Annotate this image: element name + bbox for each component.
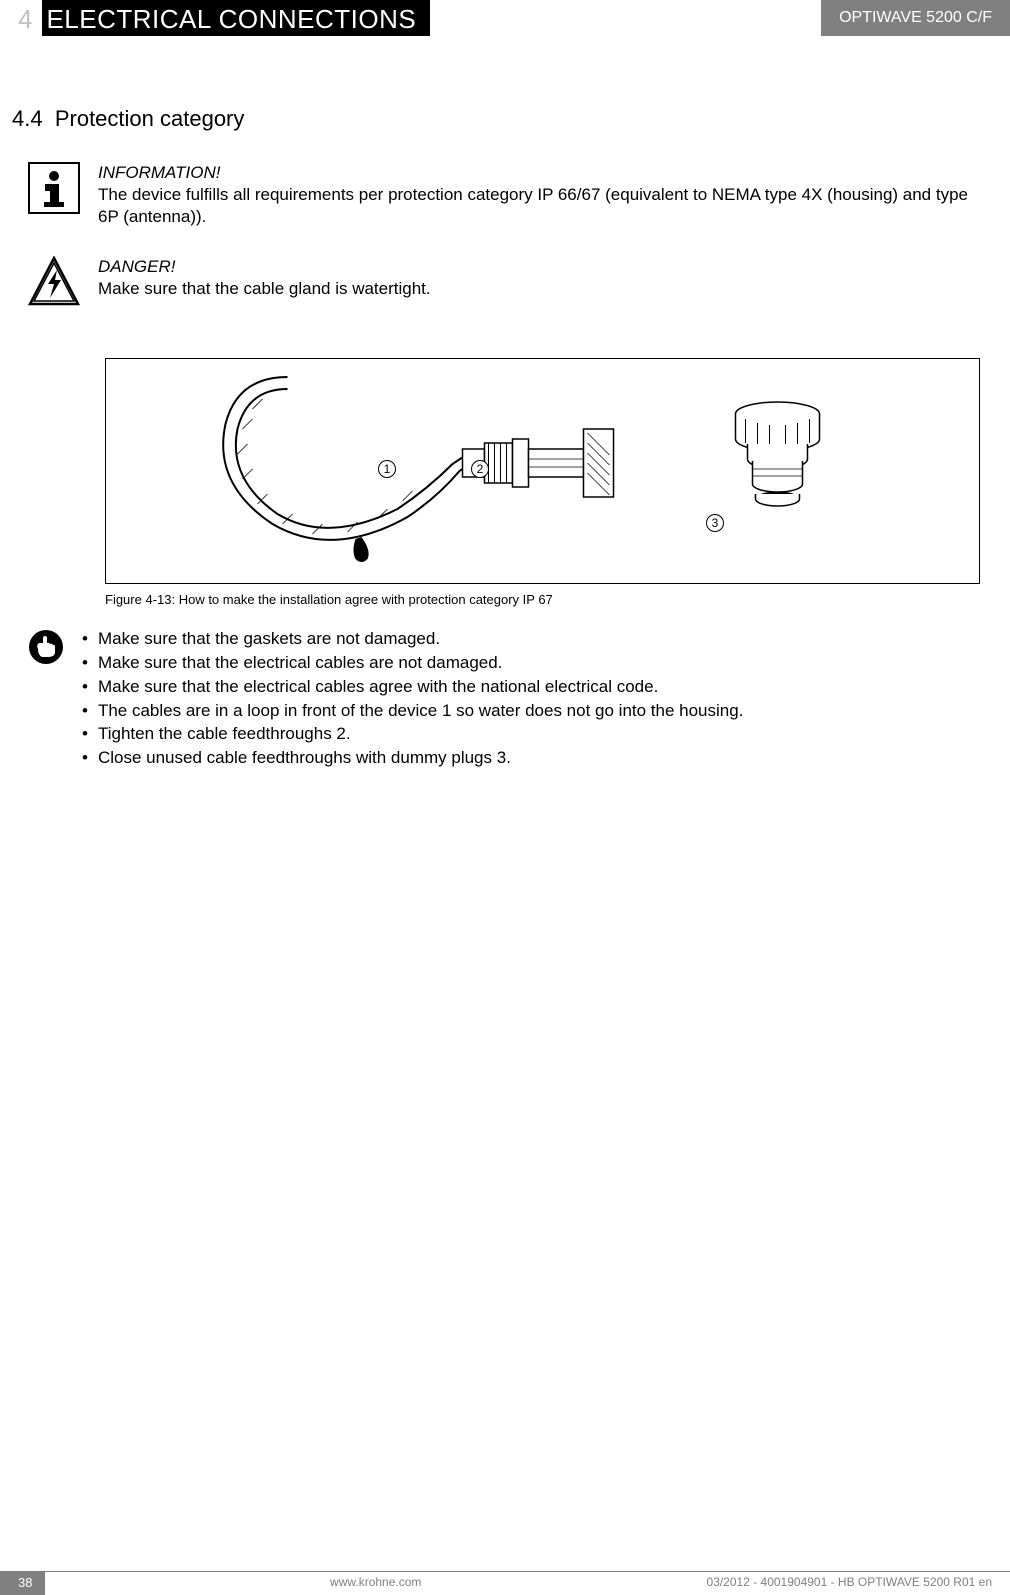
danger-title: DANGER! bbox=[98, 257, 175, 276]
list-item: Tighten the cable feedthroughs 2. bbox=[82, 722, 743, 746]
figure-caption: Figure 4-13: How to make the installatio… bbox=[105, 592, 1010, 607]
list-item: Make sure that the gaskets are not damag… bbox=[82, 627, 743, 651]
info-body: The device fulfills all requirements per… bbox=[98, 185, 968, 226]
list-item: Make sure that the electrical cables are… bbox=[82, 651, 743, 675]
chapter-number: 4 bbox=[0, 0, 42, 36]
danger-icon bbox=[28, 256, 80, 308]
section-heading: 4.4 Protection category bbox=[12, 106, 1010, 132]
list-item: Make sure that the electrical cables agr… bbox=[82, 675, 743, 699]
page-footer: 38 www.krohne.com 03/2012 - 4001904901 -… bbox=[0, 1571, 1010, 1595]
page-header: 4 ELECTRICAL CONNECTIONS OPTIWAVE 5200 C… bbox=[0, 0, 1010, 36]
info-title: INFORMATION! bbox=[98, 163, 220, 182]
figure-diagram: 1 2 3 bbox=[105, 358, 980, 584]
information-notice: INFORMATION! The device fulfills all req… bbox=[28, 162, 980, 228]
list-item: Close unused cable feedthroughs with dum… bbox=[82, 746, 743, 770]
footer-docid: 03/2012 - 4001904901 - HB OPTIWAVE 5200 … bbox=[706, 1572, 1010, 1595]
danger-notice: DANGER! Make sure that the cable gland i… bbox=[28, 256, 980, 308]
instruction-block: Make sure that the gaskets are not damag… bbox=[28, 627, 1010, 770]
info-icon bbox=[28, 162, 80, 214]
danger-body: Make sure that the cable gland is watert… bbox=[98, 279, 431, 298]
product-label: OPTIWAVE 5200 C/F bbox=[821, 0, 1010, 36]
section-number: 4.4 bbox=[12, 106, 43, 131]
list-item: The cables are in a loop in front of the… bbox=[82, 699, 743, 723]
chapter-title: ELECTRICAL CONNECTIONS bbox=[42, 0, 430, 36]
section-title: Protection category bbox=[55, 106, 245, 131]
info-text: INFORMATION! The device fulfills all req… bbox=[98, 162, 980, 228]
footer-url: www.krohne.com bbox=[45, 1572, 706, 1595]
danger-text: DANGER! Make sure that the cable gland i… bbox=[98, 256, 431, 300]
page-number: 38 bbox=[0, 1572, 45, 1595]
hand-icon bbox=[28, 629, 64, 665]
bullet-list: Make sure that the gaskets are not damag… bbox=[82, 627, 743, 770]
cable-diagram bbox=[106, 359, 979, 583]
